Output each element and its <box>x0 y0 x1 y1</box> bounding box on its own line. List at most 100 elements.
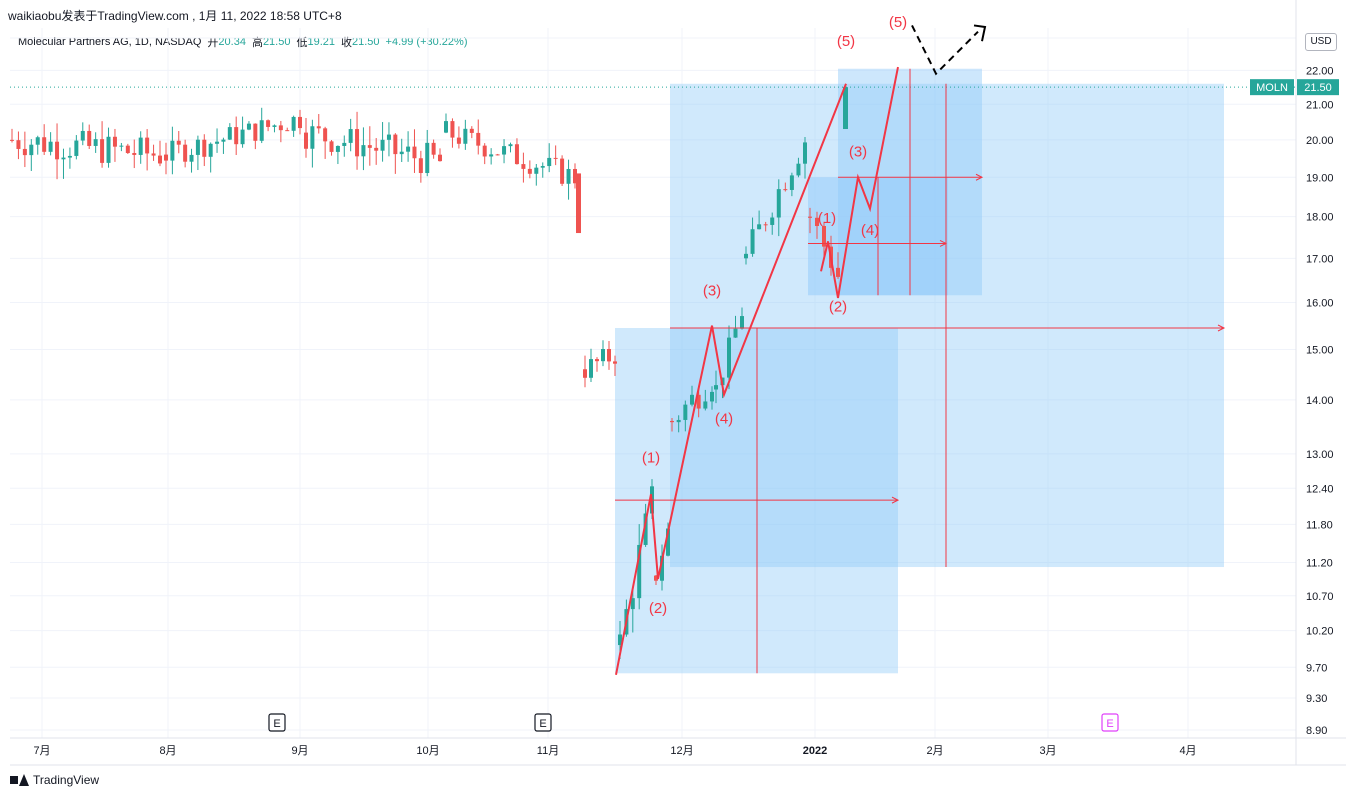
open-label: 开 <box>207 37 219 49</box>
dashed-projection-path <box>911 24 979 76</box>
candle-body <box>710 391 714 402</box>
wave-label-primary: (1) <box>642 449 660 466</box>
candle-body <box>808 216 812 218</box>
candle-body <box>272 125 277 127</box>
candle-body <box>589 359 593 378</box>
candle-body <box>418 158 423 174</box>
candle-body <box>456 137 461 144</box>
candle-body <box>676 419 681 423</box>
candle-body <box>618 634 622 646</box>
candle-body <box>348 129 353 143</box>
candle-body <box>298 116 302 129</box>
symbol-title[interactable]: Molecular Partners AG, 1D, NASDAQ <box>18 36 202 48</box>
candle-body <box>469 128 474 133</box>
candle-body <box>285 130 290 132</box>
candle-body <box>796 163 801 176</box>
candle-body <box>540 166 545 168</box>
earnings-marker-label: E <box>273 718 280 730</box>
price-tick-label: 16.00 <box>1306 298 1334 310</box>
candle-body <box>566 168 571 184</box>
candle-body <box>215 141 220 144</box>
publisher-line: waikiaobu发表于TradingView.com , 1月 11, 202… <box>8 9 342 23</box>
candle-body <box>342 142 347 146</box>
candle-body <box>630 598 635 610</box>
earnings-marker-label: E <box>539 718 546 730</box>
candle-body <box>714 385 718 390</box>
secondary-wave-path <box>820 66 899 299</box>
candle-body <box>601 349 605 362</box>
projection-box-wave3 <box>670 83 1224 568</box>
projection-boxes <box>615 68 1224 674</box>
candle-body <box>583 369 587 378</box>
price-tag <box>1297 79 1339 96</box>
candle-body <box>776 189 781 218</box>
candle-body <box>380 139 385 151</box>
candle-body <box>138 137 143 155</box>
candle-body <box>335 145 340 152</box>
price-tick-label: 9.30 <box>1306 693 1327 705</box>
wave-label-primary: (3) <box>703 283 721 300</box>
candle-body <box>502 146 507 155</box>
candle-body <box>607 349 611 362</box>
candle-body <box>476 132 481 146</box>
close-value: 21.50 <box>352 36 380 48</box>
candle-body <box>438 154 442 162</box>
wave-label-secondary: (5) <box>889 14 907 31</box>
candle-body <box>29 144 34 156</box>
candle-body <box>145 137 150 154</box>
time-tick-label: 12月 <box>670 745 693 757</box>
high-value: 21.50 <box>262 36 291 48</box>
ticker-tag <box>1250 79 1294 96</box>
candle-body <box>527 168 532 174</box>
price-tick-label: 21.00 <box>1306 99 1334 111</box>
candle-body <box>361 145 366 157</box>
candle-body <box>310 126 315 149</box>
candle-body <box>654 575 658 581</box>
close-label: 收 <box>341 37 352 49</box>
brand-label: TradingView <box>33 773 100 787</box>
price-tick-label: 12.40 <box>1306 483 1334 495</box>
candle-body <box>495 154 500 156</box>
candle-body <box>48 141 53 152</box>
ticker-tag-label: MOLN <box>1256 82 1288 94</box>
price-tick-label: 8.90 <box>1306 725 1327 737</box>
price-tick-label: 11.20 <box>1306 557 1333 569</box>
price-tick-label: 22.00 <box>1306 65 1334 77</box>
candle-body <box>727 337 731 378</box>
candle-body <box>613 361 617 364</box>
candle-body <box>16 140 21 149</box>
candle-body <box>106 136 111 163</box>
price-tag-label: 21.50 <box>1304 82 1332 94</box>
candle-body <box>170 140 175 161</box>
candle-body <box>803 142 807 164</box>
price-tick-label: 10.70 <box>1306 591 1334 603</box>
price-tick-label: 10.20 <box>1306 626 1334 638</box>
candle-body <box>740 316 744 329</box>
price-tick-label: 19.00 <box>1306 172 1334 184</box>
candle-body <box>406 146 411 152</box>
price-tick-label: 17.00 <box>1306 253 1334 265</box>
candle-body <box>547 157 552 167</box>
wave-label-secondary: (2) <box>829 299 847 316</box>
candle-body <box>189 154 194 162</box>
candle-body <box>573 168 577 184</box>
wave-drawings: (1) (2) (3) (4) (5) (1) (2) (3) (4) (5) <box>10 14 1296 676</box>
candle-body <box>431 142 436 155</box>
candle-body <box>119 145 124 147</box>
wave-label-secondary: (1) <box>818 210 836 227</box>
currency-badge[interactable]: USD <box>1305 33 1337 51</box>
candle-body <box>763 224 768 226</box>
candle-body <box>560 158 565 184</box>
candle-body <box>521 164 526 169</box>
candle-body <box>100 139 105 163</box>
candle-body <box>750 229 755 254</box>
candle-body <box>463 128 468 144</box>
earnings-marker-icon <box>534 713 552 732</box>
candle-body <box>660 555 664 581</box>
price-tick-label: 14.00 <box>1306 395 1334 407</box>
tradingview-brand[interactable]: TradingView <box>10 773 99 787</box>
candle-body <box>74 140 79 156</box>
time-tick-label: 9月 <box>291 745 308 757</box>
candle-body <box>80 130 85 141</box>
